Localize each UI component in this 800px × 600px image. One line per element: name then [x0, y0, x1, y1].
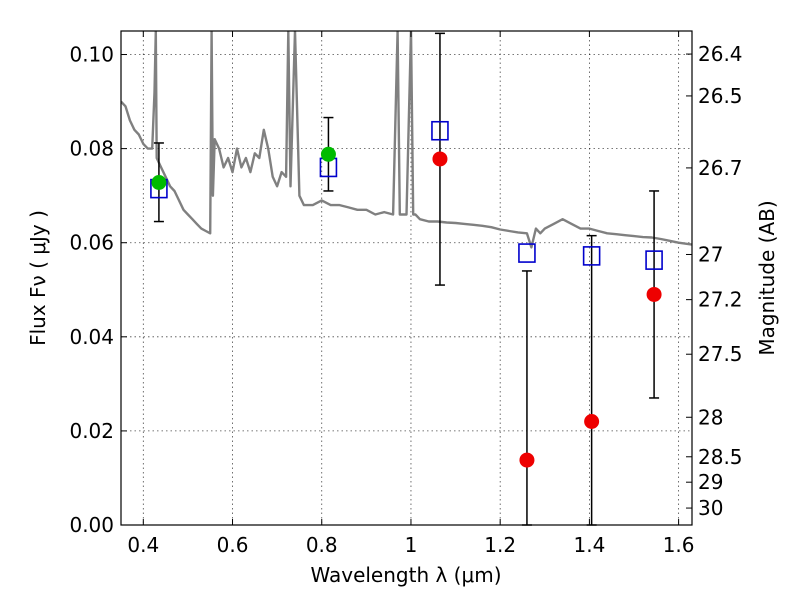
model-photometry-square	[518, 243, 536, 263]
y-tick-label: 0.04	[69, 325, 114, 349]
plot-layer	[121, 31, 692, 249]
x-tick-label: 0.6	[217, 533, 249, 557]
model-photometry-square	[431, 120, 449, 141]
model-spectrum-line	[121, 31, 692, 249]
x-tick-label: 1.2	[484, 533, 516, 557]
y2-tick-label: 29	[698, 470, 723, 494]
x-tick-label: 1.4	[573, 533, 605, 557]
y2-tick-label: 27.5	[698, 342, 743, 366]
y2-axis-label: Magnitude (AB)	[755, 200, 779, 355]
y-tick-label: 0.02	[69, 419, 114, 443]
observed-red-point	[519, 452, 535, 468]
observed-green-point	[151, 174, 167, 190]
y2-tick-label: 28	[698, 405, 723, 429]
x-axis-label: Wavelength λ (μm)	[310, 563, 501, 587]
y2-tick-label: 27.2	[698, 288, 743, 312]
plot-area	[121, 31, 692, 525]
model-photometry-square	[645, 250, 663, 270]
x-tick-label: 0.4	[127, 533, 159, 557]
x-tick-label: 1.6	[663, 533, 695, 557]
y2-tick-label: 28.5	[698, 445, 743, 469]
y2-tick-label: 30	[698, 496, 723, 520]
y-tick-label: 0.00	[69, 513, 114, 537]
observed-red-point	[646, 286, 662, 302]
observed-green-point	[320, 146, 336, 162]
ticks-layer: 0.4 0.6 0.8 1 1.2 1.4 1.6 0.00 0.02 0.04 0.06 0.08 0…	[69, 31, 743, 557]
y2-tick-label: 26.5	[698, 84, 743, 108]
observed-red-point	[584, 413, 600, 429]
model-photometry-square	[582, 246, 601, 266]
y-tick-label: 0.10	[69, 43, 114, 67]
x-tick-label: 1	[405, 533, 418, 557]
y-tick-label: 0.08	[69, 137, 114, 161]
y-tick-label: 0.06	[69, 231, 114, 255]
plot-frame	[120, 30, 693, 526]
markers-layer	[150, 32, 663, 526]
y-axis-label: Flux Fν ( μJy )	[26, 210, 50, 346]
y2-tick-label: 26.7	[698, 156, 743, 180]
y2-tick-label: 26.4	[698, 42, 743, 66]
y2-tick-label: 27	[698, 242, 723, 266]
x-tick-label: 0.8	[306, 533, 338, 557]
observed-red-point	[432, 151, 448, 167]
